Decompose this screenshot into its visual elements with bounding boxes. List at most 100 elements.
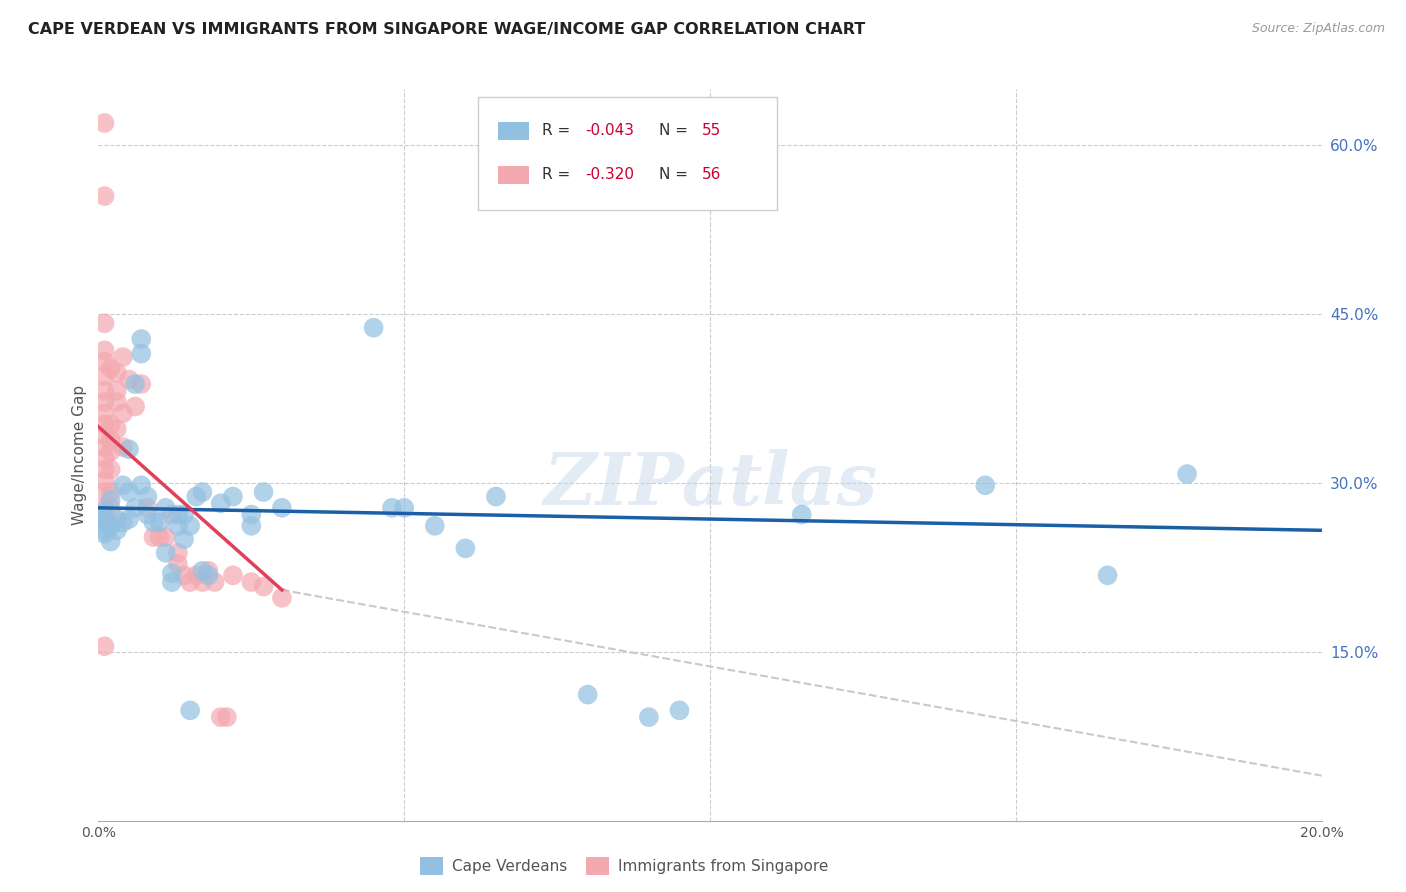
Text: R =: R = xyxy=(543,168,575,182)
Point xyxy=(222,490,245,504)
Point xyxy=(167,508,190,522)
Bar xyxy=(498,121,529,140)
Point xyxy=(209,496,232,510)
Point xyxy=(173,568,195,582)
Point xyxy=(93,524,115,538)
Point xyxy=(179,518,201,533)
Point xyxy=(93,440,115,454)
Point xyxy=(93,354,115,368)
Point xyxy=(100,417,122,432)
Point xyxy=(118,372,141,386)
Point xyxy=(100,518,122,533)
Point xyxy=(240,575,263,590)
Point xyxy=(142,530,165,544)
Text: -0.043: -0.043 xyxy=(585,123,634,138)
Point xyxy=(252,485,274,500)
Point xyxy=(160,566,183,580)
Bar xyxy=(498,166,529,184)
Point xyxy=(167,557,190,571)
Text: -0.320: -0.320 xyxy=(585,168,634,182)
Point xyxy=(129,478,152,492)
Point xyxy=(105,512,128,526)
Point xyxy=(485,490,508,504)
Point xyxy=(105,366,128,380)
Point xyxy=(173,508,195,522)
Point xyxy=(111,440,134,454)
Point xyxy=(118,512,141,526)
FancyBboxPatch shape xyxy=(478,96,778,210)
Point xyxy=(93,485,115,500)
Text: N =: N = xyxy=(658,123,693,138)
Point xyxy=(93,429,115,443)
Point xyxy=(191,575,214,590)
Point xyxy=(93,189,115,203)
Point xyxy=(111,516,134,530)
Point xyxy=(93,369,115,384)
Point xyxy=(149,530,172,544)
Point xyxy=(179,575,201,590)
Point xyxy=(197,564,219,578)
Point xyxy=(215,710,238,724)
Point xyxy=(93,526,115,541)
Point xyxy=(93,451,115,466)
Point xyxy=(668,703,690,717)
Point xyxy=(1175,467,1198,481)
Point xyxy=(363,320,385,334)
Point xyxy=(93,395,115,409)
Point xyxy=(93,406,115,420)
Point xyxy=(100,492,122,507)
Point xyxy=(129,346,152,360)
Point xyxy=(155,500,177,515)
Point xyxy=(974,478,997,492)
Text: 55: 55 xyxy=(702,123,721,138)
Point xyxy=(173,533,195,547)
Point xyxy=(240,508,263,522)
Point xyxy=(124,377,146,392)
Point xyxy=(100,500,122,515)
Point xyxy=(93,316,115,330)
Point xyxy=(105,384,128,398)
Point xyxy=(136,508,159,522)
Point xyxy=(637,710,661,724)
Point xyxy=(93,417,115,432)
Point xyxy=(129,332,152,346)
Point xyxy=(191,485,214,500)
Text: N =: N = xyxy=(658,168,693,182)
Point xyxy=(167,518,190,533)
Point xyxy=(93,343,115,358)
Point xyxy=(93,384,115,398)
Point xyxy=(100,434,122,448)
Point xyxy=(191,564,214,578)
Point xyxy=(100,361,122,376)
Point xyxy=(576,688,599,702)
Point xyxy=(100,444,122,458)
Point xyxy=(111,478,134,492)
Point xyxy=(423,518,446,533)
Point xyxy=(179,703,201,717)
Point xyxy=(105,422,128,436)
Point xyxy=(790,508,813,522)
Point xyxy=(124,500,146,515)
Point xyxy=(111,350,134,364)
Point xyxy=(93,500,115,515)
Point xyxy=(136,500,159,515)
Text: CAPE VERDEAN VS IMMIGRANTS FROM SINGAPORE WAGE/INCOME GAP CORRELATION CHART: CAPE VERDEAN VS IMMIGRANTS FROM SINGAPOR… xyxy=(28,22,865,37)
Point xyxy=(160,575,183,590)
Point xyxy=(93,509,115,524)
Point xyxy=(93,516,115,530)
Point xyxy=(155,546,177,560)
Y-axis label: Wage/Income Gap: Wage/Income Gap xyxy=(72,384,87,525)
Text: ZIPatlas: ZIPatlas xyxy=(543,449,877,520)
Point xyxy=(222,568,245,582)
Point xyxy=(100,462,122,476)
Point xyxy=(124,400,146,414)
Point xyxy=(155,530,177,544)
Point xyxy=(93,504,115,518)
Point xyxy=(142,516,165,530)
Point xyxy=(118,442,141,457)
Legend: Cape Verdeans, Immigrants from Singapore: Cape Verdeans, Immigrants from Singapore xyxy=(413,849,837,882)
Point xyxy=(136,490,159,504)
Point xyxy=(160,508,183,522)
Point xyxy=(93,116,115,130)
Point xyxy=(105,524,128,538)
